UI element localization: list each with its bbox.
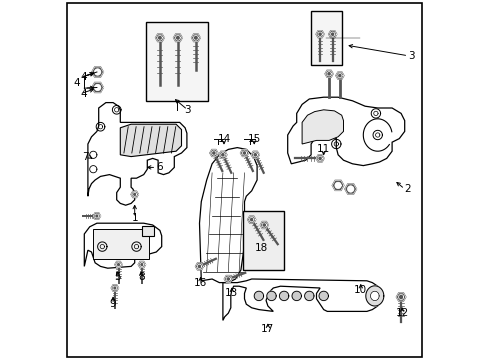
Polygon shape bbox=[93, 213, 101, 219]
Polygon shape bbox=[279, 291, 288, 301]
Polygon shape bbox=[335, 72, 343, 79]
Polygon shape bbox=[95, 85, 100, 90]
Text: 17: 17 bbox=[261, 324, 274, 334]
Polygon shape bbox=[344, 184, 356, 194]
Text: 18: 18 bbox=[254, 243, 267, 253]
Text: 8: 8 bbox=[138, 272, 144, 282]
Polygon shape bbox=[251, 151, 259, 158]
Polygon shape bbox=[254, 291, 263, 301]
Polygon shape bbox=[115, 261, 122, 268]
Polygon shape bbox=[266, 291, 276, 301]
Text: 3: 3 bbox=[407, 51, 414, 61]
Polygon shape bbox=[335, 183, 340, 188]
Polygon shape bbox=[209, 149, 218, 157]
Text: 13: 13 bbox=[225, 288, 238, 298]
Polygon shape bbox=[247, 216, 255, 223]
Polygon shape bbox=[131, 191, 138, 198]
Bar bbox=[142, 226, 154, 236]
Polygon shape bbox=[224, 275, 232, 283]
Polygon shape bbox=[240, 149, 248, 157]
Text: 2: 2 bbox=[404, 184, 410, 194]
Polygon shape bbox=[95, 69, 100, 75]
Polygon shape bbox=[260, 221, 268, 229]
Text: 3: 3 bbox=[184, 105, 190, 115]
Text: 14: 14 bbox=[217, 134, 230, 144]
Polygon shape bbox=[195, 263, 203, 270]
Polygon shape bbox=[332, 180, 343, 190]
Polygon shape bbox=[318, 291, 328, 301]
Polygon shape bbox=[120, 124, 181, 157]
Polygon shape bbox=[347, 186, 352, 192]
Polygon shape bbox=[302, 110, 343, 144]
Polygon shape bbox=[316, 31, 324, 38]
FancyBboxPatch shape bbox=[145, 22, 208, 101]
Text: 10: 10 bbox=[353, 285, 366, 295]
Polygon shape bbox=[316, 155, 324, 162]
Text: 4: 4 bbox=[81, 72, 87, 82]
Text: 15: 15 bbox=[247, 134, 260, 144]
Text: 9: 9 bbox=[110, 299, 116, 309]
Text: 12: 12 bbox=[395, 308, 408, 318]
Polygon shape bbox=[396, 293, 405, 301]
FancyBboxPatch shape bbox=[242, 211, 284, 270]
Text: 1: 1 bbox=[131, 213, 138, 223]
Polygon shape bbox=[291, 291, 301, 301]
Text: 11: 11 bbox=[316, 144, 330, 154]
Text: 4: 4 bbox=[81, 89, 87, 99]
Polygon shape bbox=[191, 34, 200, 41]
Text: 16: 16 bbox=[194, 278, 207, 288]
Polygon shape bbox=[304, 291, 313, 301]
Polygon shape bbox=[92, 67, 103, 77]
FancyBboxPatch shape bbox=[310, 11, 341, 65]
Polygon shape bbox=[138, 261, 145, 268]
Polygon shape bbox=[325, 70, 332, 77]
Polygon shape bbox=[92, 82, 103, 93]
Polygon shape bbox=[111, 285, 118, 291]
Polygon shape bbox=[370, 291, 378, 301]
Text: 5: 5 bbox=[114, 272, 121, 282]
Text: 7: 7 bbox=[82, 152, 89, 162]
Polygon shape bbox=[155, 34, 164, 41]
Polygon shape bbox=[365, 286, 383, 306]
Bar bbox=[93, 229, 149, 259]
Polygon shape bbox=[173, 34, 182, 41]
Polygon shape bbox=[219, 151, 226, 158]
Polygon shape bbox=[328, 31, 336, 38]
Text: 4: 4 bbox=[74, 78, 80, 88]
Text: 6: 6 bbox=[156, 162, 163, 172]
